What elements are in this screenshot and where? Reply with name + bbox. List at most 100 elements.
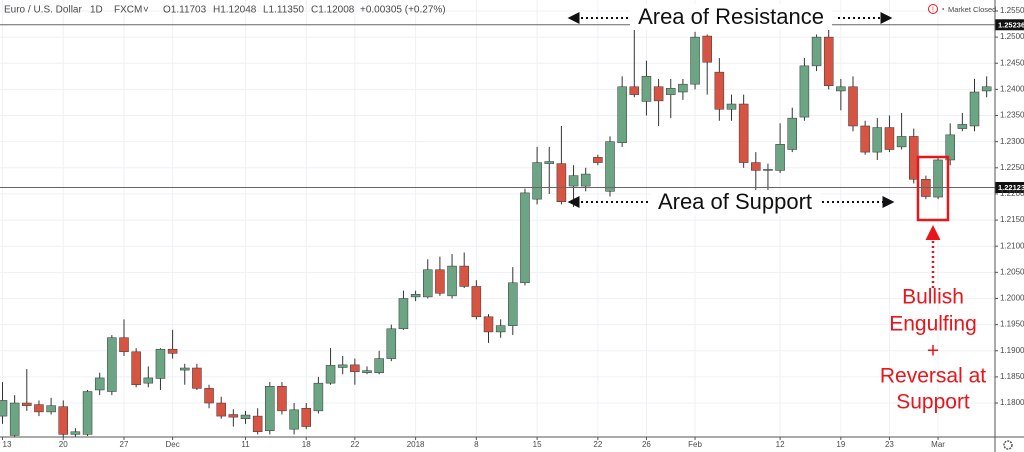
ohlc-close: C1.12008 [311,5,355,16]
candle-body [94,377,105,391]
candle-body [398,298,409,330]
candle-body [459,265,469,287]
x-tick-label: 18 [302,440,311,449]
y-tick-label: 1.19000 [1000,346,1024,355]
x-tick-label: 12 [776,440,785,449]
x-tick-label: 19 [836,440,845,449]
candle-body [726,103,737,110]
y-tick-label: 1.24500 [1000,58,1024,67]
candles [0,18,992,437]
candle-body [216,402,226,417]
x-tick-label: 2018 [407,440,425,449]
pattern-box [916,155,950,222]
candle-body [933,159,943,198]
pattern-label-line: Engulfing [889,313,977,336]
x-tick-label: Dec [165,440,179,449]
candle-body [495,325,506,333]
symbol: Euro / U.S. Dollar [4,5,82,16]
ohlc-change: +0.00305 (+0.27%) [360,5,446,16]
x-tick-label: 8 [474,440,479,449]
candle-body [738,103,749,163]
candle-body [556,163,567,203]
candle-body [410,294,421,298]
level-label-bg [995,182,1024,194]
candle-body [277,386,287,412]
candle-body [896,136,907,148]
candle-body [447,265,457,297]
y-tick-label: 1.22000 [1000,189,1024,198]
candle-body [350,364,360,372]
candle-body [240,414,251,419]
candle-body [763,169,773,171]
candle-body [119,337,129,353]
candle-body [362,370,372,373]
y-tick-label: 1.18000 [1000,398,1024,407]
x-tick-label: 22 [593,440,602,449]
level-label: 1.22123 [998,183,1024,192]
candle-body [192,367,202,389]
resistance-label-bg [630,4,832,30]
ohlc-low: L1.11350 [263,5,304,16]
candle-body [82,391,93,435]
candle-body [58,406,68,435]
candle-body [969,91,980,127]
candle-body [860,125,870,153]
candle-body [22,402,32,406]
candle-body [46,405,56,413]
candle-body [799,65,810,118]
candle-body [374,358,384,373]
candle-body [337,364,348,368]
candle-body [301,408,311,427]
candle-body [617,86,627,143]
candle-body [605,141,615,192]
candle-body [884,127,895,150]
candle-body [131,351,141,385]
y-tick-label: 1.23000 [1000,137,1024,146]
candle-body [167,348,178,354]
candle-body [641,76,652,102]
pattern-label-line: Bullish [902,286,964,309]
x-tick-label: Feb [688,440,702,449]
candle-body [508,282,518,326]
candle-body [629,86,640,95]
candle-body [386,328,397,359]
support-label-bg [650,190,820,216]
candle-body [180,367,190,371]
candle-body [580,173,591,187]
candle-body [775,144,785,171]
candle-body [265,386,275,431]
y-tick-label: 1.18500 [1000,372,1024,381]
candle-body [848,86,858,127]
candle-body [653,86,664,102]
candle-body [714,71,725,110]
candle-body [435,269,445,294]
status-icon [928,4,938,14]
x-tick-label: 22 [350,440,359,449]
candle-body [34,404,44,413]
x-tick-label: 15 [533,440,542,449]
y-tick-label: 1.20000 [1000,294,1024,303]
candle-body [702,35,712,63]
y-tick-label: 1.23500 [1000,111,1024,120]
pattern-label-line: Reversal at [880,365,986,388]
ohlc-chevron[interactable]: ˅ [143,5,149,16]
candle-body [313,382,324,412]
market-status: Market Closed [948,5,996,14]
x-tick-label: 27 [120,440,129,449]
x-tick-label: 11 [241,440,250,449]
status-dot: • [942,6,945,13]
candle-body [520,192,530,284]
settings-icon[interactable] [1003,440,1013,450]
levels: 1.25236 1.22123 [0,19,1024,194]
x-tick-label: Mar [931,440,945,449]
candle-body [957,124,968,129]
grid [0,0,995,437]
candle-body [836,86,846,92]
x-tick-label: 26 [642,440,651,449]
candle-body [568,175,579,187]
candle-body [787,117,797,150]
candle-body [690,36,700,85]
candle-body [107,337,117,392]
